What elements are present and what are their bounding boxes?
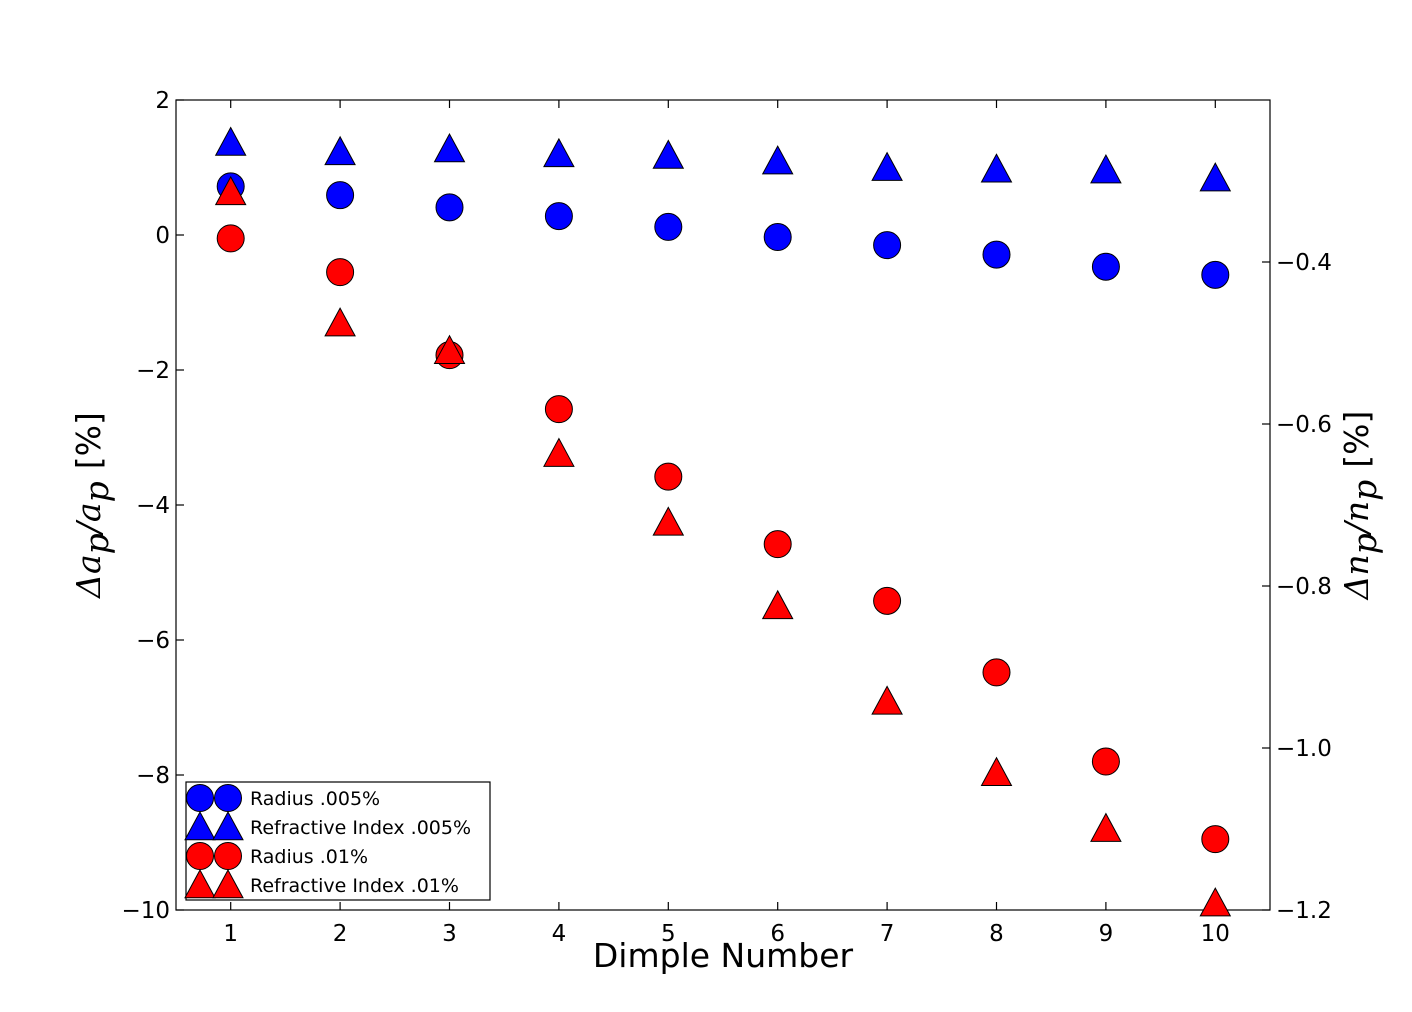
axis-ticks: 1 2 3 4 5 6 7 8 9 10 2 0 −2 −4 −6 −8 −10 −0.4 −0.6 −0.8 −1.0… xyxy=(121,88,1331,947)
legend-items: Radius .005% Refractive Index .005% Radius… xyxy=(184,784,471,899)
y-right-main: Δn xyxy=(1337,554,1376,601)
y-axis-label-right: Δnp/np[%] xyxy=(1337,411,1384,602)
x-tick-label: 9 xyxy=(1099,921,1114,947)
x-tick-label: 7 xyxy=(880,921,895,947)
data-point xyxy=(543,437,575,467)
x-tick-label: 3 xyxy=(442,921,457,947)
data-point xyxy=(435,193,464,222)
series-refractive-index-005- xyxy=(214,126,1232,192)
data-point xyxy=(763,530,792,559)
data-point xyxy=(980,153,1013,183)
series-refractive-index-01- xyxy=(214,175,1232,917)
data-point xyxy=(871,685,903,715)
data-point xyxy=(1199,887,1232,917)
x-axis-label: Dimple Number xyxy=(593,936,854,975)
y-right-sub: p xyxy=(1345,533,1384,554)
y-right-unit: [%] xyxy=(1337,411,1376,468)
y-left-tick-label: 2 xyxy=(155,88,170,114)
data-point xyxy=(652,506,685,536)
plot-area xyxy=(175,99,1271,911)
data-point xyxy=(324,135,356,166)
legend-label: Refractive Index .005% xyxy=(250,817,471,839)
data-marks xyxy=(214,126,1232,917)
y-right-slash: /n xyxy=(1337,501,1376,536)
data-point xyxy=(543,137,575,168)
legend-label: Radius .01% xyxy=(250,846,368,868)
data-point xyxy=(763,223,792,252)
legend-marker xyxy=(212,868,244,899)
data-point xyxy=(214,126,247,156)
y-left-tick-label: −4 xyxy=(136,493,170,519)
data-point xyxy=(654,462,683,491)
x-tick-label: 6 xyxy=(770,921,785,947)
x-tick-label: 1 xyxy=(223,921,238,947)
y-left-tick-label: 0 xyxy=(155,223,170,249)
data-point xyxy=(873,586,902,615)
data-point xyxy=(652,139,685,169)
y-right-tick-label: −0.4 xyxy=(1276,250,1332,276)
y-left-tick-label: −2 xyxy=(136,358,170,384)
y-right-tick-label: −1.0 xyxy=(1276,736,1332,762)
legend-marker xyxy=(214,842,242,870)
data-point xyxy=(326,181,355,210)
data-point xyxy=(324,307,356,337)
legend-marker xyxy=(186,784,214,812)
y-left-sub: p xyxy=(77,533,116,554)
data-point xyxy=(216,224,245,253)
y-right-sub2: p xyxy=(1345,480,1384,501)
data-point xyxy=(214,175,247,206)
legend-label: Refractive Index .01% xyxy=(250,875,459,897)
legend-marker xyxy=(214,784,242,812)
data-point xyxy=(433,334,466,364)
y-left-tick-label: −6 xyxy=(136,628,170,654)
y-left-tick-label: −8 xyxy=(136,763,170,789)
y-left-unit: [%] xyxy=(69,412,108,469)
y-right-tick-label: −1.2 xyxy=(1276,898,1332,924)
legend-marker xyxy=(212,810,244,841)
x-tick-label: 10 xyxy=(1201,921,1230,947)
data-point xyxy=(982,658,1011,687)
series-radius-01- xyxy=(216,224,1230,854)
data-point xyxy=(544,395,573,424)
y-left-tick-label: −10 xyxy=(121,898,170,924)
data-point xyxy=(761,589,794,620)
y-left-slash: /a xyxy=(69,502,108,536)
data-point xyxy=(871,151,903,181)
data-point xyxy=(326,258,355,287)
x-tick-label: 8 xyxy=(989,921,1004,947)
x-tick-label: 5 xyxy=(661,921,676,947)
legend-marker xyxy=(184,868,216,899)
y-right-tick-label: −0.8 xyxy=(1276,574,1332,600)
legend-label: Radius .005% xyxy=(250,788,380,810)
x-tick-label: 4 xyxy=(552,921,567,947)
data-point xyxy=(1199,162,1232,192)
y-axis-label-left: Δap/ap[%] xyxy=(69,412,116,600)
legend: Radius .005% Refractive Index .005% Radius… xyxy=(184,781,491,901)
x-tick-label: 2 xyxy=(333,921,348,947)
legend-marker xyxy=(184,810,216,841)
data-point xyxy=(1201,825,1230,854)
data-point xyxy=(873,231,902,260)
data-point xyxy=(980,756,1013,786)
y-right-tick-label: −0.6 xyxy=(1276,412,1332,438)
data-point xyxy=(544,202,573,231)
data-point xyxy=(1090,812,1122,842)
data-point xyxy=(654,212,683,241)
data-point xyxy=(1201,260,1230,289)
series-radius-005- xyxy=(216,172,1230,289)
data-point xyxy=(1091,252,1120,281)
y-left-sub2: p xyxy=(77,481,116,502)
data-point xyxy=(761,145,794,175)
legend-marker xyxy=(186,842,214,870)
data-point xyxy=(982,240,1011,269)
data-point xyxy=(433,132,466,163)
data-point xyxy=(1090,154,1122,184)
data-point xyxy=(1091,747,1120,776)
y-left-main: Δa xyxy=(69,554,108,600)
